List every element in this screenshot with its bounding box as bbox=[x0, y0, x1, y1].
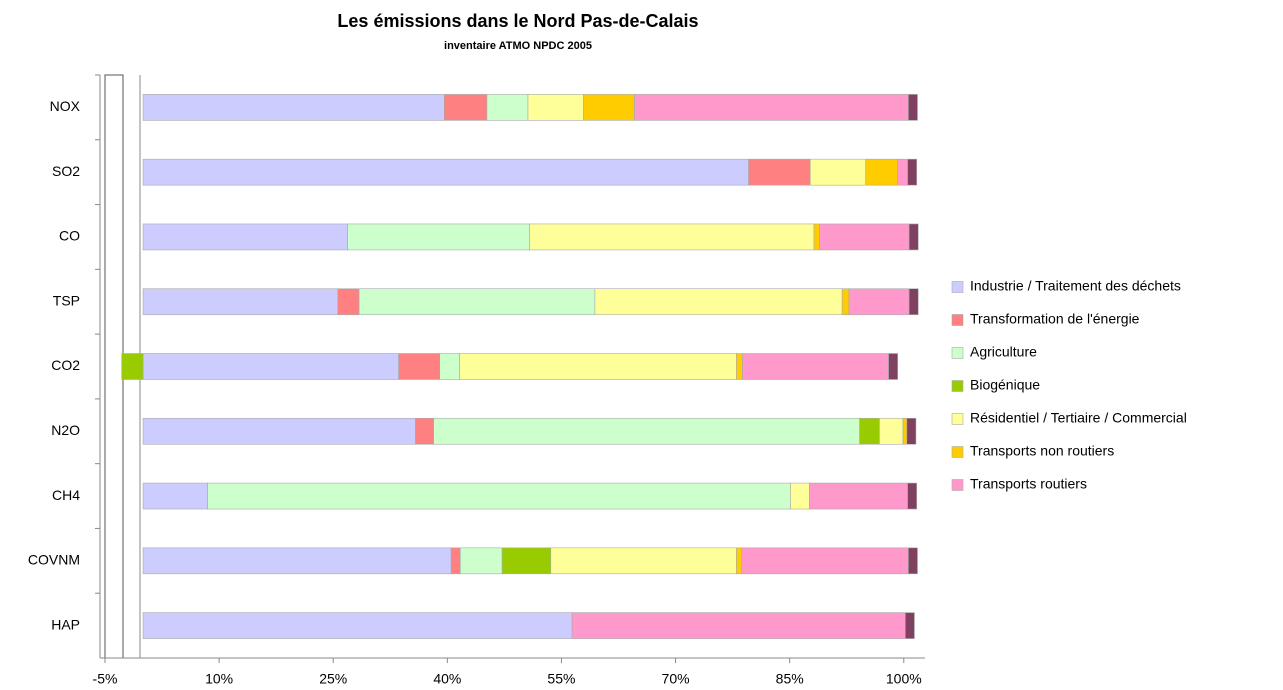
legend-swatch bbox=[951, 479, 964, 491]
bar-segment bbox=[888, 353, 898, 380]
y-tick-label: COVNM bbox=[28, 552, 80, 568]
bar-segment bbox=[736, 353, 743, 380]
bar-segment bbox=[742, 353, 889, 380]
legend-label: Industrie / Traitement des déchets bbox=[970, 278, 1181, 294]
legend-label: Agriculture bbox=[970, 344, 1037, 360]
legend-swatch bbox=[951, 314, 964, 326]
bar-segment bbox=[529, 223, 815, 251]
y-tick-label: CO2 bbox=[51, 357, 80, 373]
legend-swatch bbox=[951, 347, 964, 359]
bar-segment bbox=[527, 94, 584, 121]
bar-segment bbox=[142, 612, 573, 639]
bar-segment bbox=[902, 417, 908, 445]
x-tick-label: 100% bbox=[886, 671, 922, 687]
bar-segment bbox=[433, 417, 860, 445]
bar-segment bbox=[501, 547, 552, 575]
bar-segment bbox=[790, 482, 810, 510]
bar-segment bbox=[809, 158, 867, 186]
bar-segment bbox=[908, 547, 918, 575]
legend-swatch bbox=[951, 380, 964, 392]
bar-segment bbox=[142, 417, 416, 445]
y-tick-label: CO bbox=[59, 228, 80, 244]
bar-segment bbox=[906, 417, 917, 445]
bar-segment bbox=[337, 288, 360, 316]
bar-segment bbox=[347, 223, 530, 251]
chart-subtitle: inventaire ATMO NPDC 2005 bbox=[444, 40, 592, 52]
bar-segment bbox=[905, 612, 915, 639]
y-tick-label: NOX bbox=[50, 98, 81, 114]
bar-segment bbox=[142, 353, 399, 380]
bar-segment bbox=[594, 288, 843, 316]
legend-swatch bbox=[951, 446, 964, 458]
legend-label: Biogénique bbox=[970, 377, 1040, 393]
bar-segment bbox=[439, 353, 460, 380]
bar-segment bbox=[809, 482, 908, 510]
bar-segment bbox=[908, 94, 918, 121]
bar-segment bbox=[358, 288, 596, 316]
bar-segment bbox=[398, 353, 441, 380]
bar-segment bbox=[486, 94, 529, 121]
bar-segment bbox=[443, 94, 488, 121]
bar-segment bbox=[908, 223, 919, 251]
bar-segment bbox=[142, 288, 339, 316]
bar-segment bbox=[813, 223, 820, 251]
bar-segment bbox=[121, 353, 144, 380]
bar-segment bbox=[583, 94, 635, 121]
y-tick-label: SO2 bbox=[52, 163, 80, 179]
bar-segment bbox=[459, 353, 737, 380]
bar-segment bbox=[459, 547, 503, 575]
bar-segment bbox=[848, 288, 910, 316]
x-tick-label: 10% bbox=[205, 671, 233, 687]
bar-segment bbox=[450, 547, 461, 575]
bar-segment bbox=[142, 94, 445, 121]
x-tick-label: 40% bbox=[433, 671, 461, 687]
y-tick-label: TSP bbox=[53, 292, 80, 308]
bar-segment bbox=[865, 158, 898, 186]
bar-segment bbox=[879, 417, 904, 445]
bar-segment bbox=[415, 417, 434, 445]
bar-segment bbox=[741, 547, 909, 575]
x-tick-label: 55% bbox=[547, 671, 575, 687]
bar-segment bbox=[736, 547, 743, 575]
bar-segment bbox=[841, 288, 850, 316]
bar-segment bbox=[908, 288, 919, 316]
legend-label: Transformation de l'énergie bbox=[970, 311, 1140, 327]
bar-segment bbox=[571, 612, 906, 639]
y-tick-label: CH4 bbox=[52, 487, 80, 503]
bar-segment bbox=[748, 158, 811, 186]
y-tick-label: HAP bbox=[51, 616, 80, 632]
bar-segment bbox=[897, 158, 908, 186]
bar-segment bbox=[550, 547, 737, 575]
bar-segment bbox=[142, 158, 749, 186]
legend-label: Transports non routiers bbox=[970, 443, 1114, 459]
bar-segment bbox=[634, 94, 909, 121]
chart-title: Les émissions dans le Nord Pas-de-Calais bbox=[337, 11, 698, 31]
x-tick-label: -5% bbox=[93, 671, 118, 687]
x-tick-label: 25% bbox=[319, 671, 347, 687]
bar-segment bbox=[859, 417, 880, 445]
bar-segment bbox=[142, 223, 348, 251]
legend-label: Résidentiel / Tertiaire / Commercial bbox=[970, 410, 1187, 426]
frame bbox=[104, 74, 124, 659]
x-tick-label: 85% bbox=[776, 671, 804, 687]
bar-segment bbox=[907, 158, 918, 186]
legend-swatch bbox=[951, 281, 964, 293]
legend-swatch bbox=[951, 413, 964, 425]
bar-segment bbox=[819, 223, 910, 251]
y-tick-label: N2O bbox=[51, 422, 80, 438]
bar-segment bbox=[142, 547, 452, 575]
bar-segment bbox=[207, 482, 791, 510]
legend-label: Transports routiers bbox=[970, 476, 1087, 492]
bar-segment bbox=[907, 482, 918, 510]
bar-segment bbox=[142, 482, 209, 510]
x-tick-label: 70% bbox=[662, 671, 690, 687]
